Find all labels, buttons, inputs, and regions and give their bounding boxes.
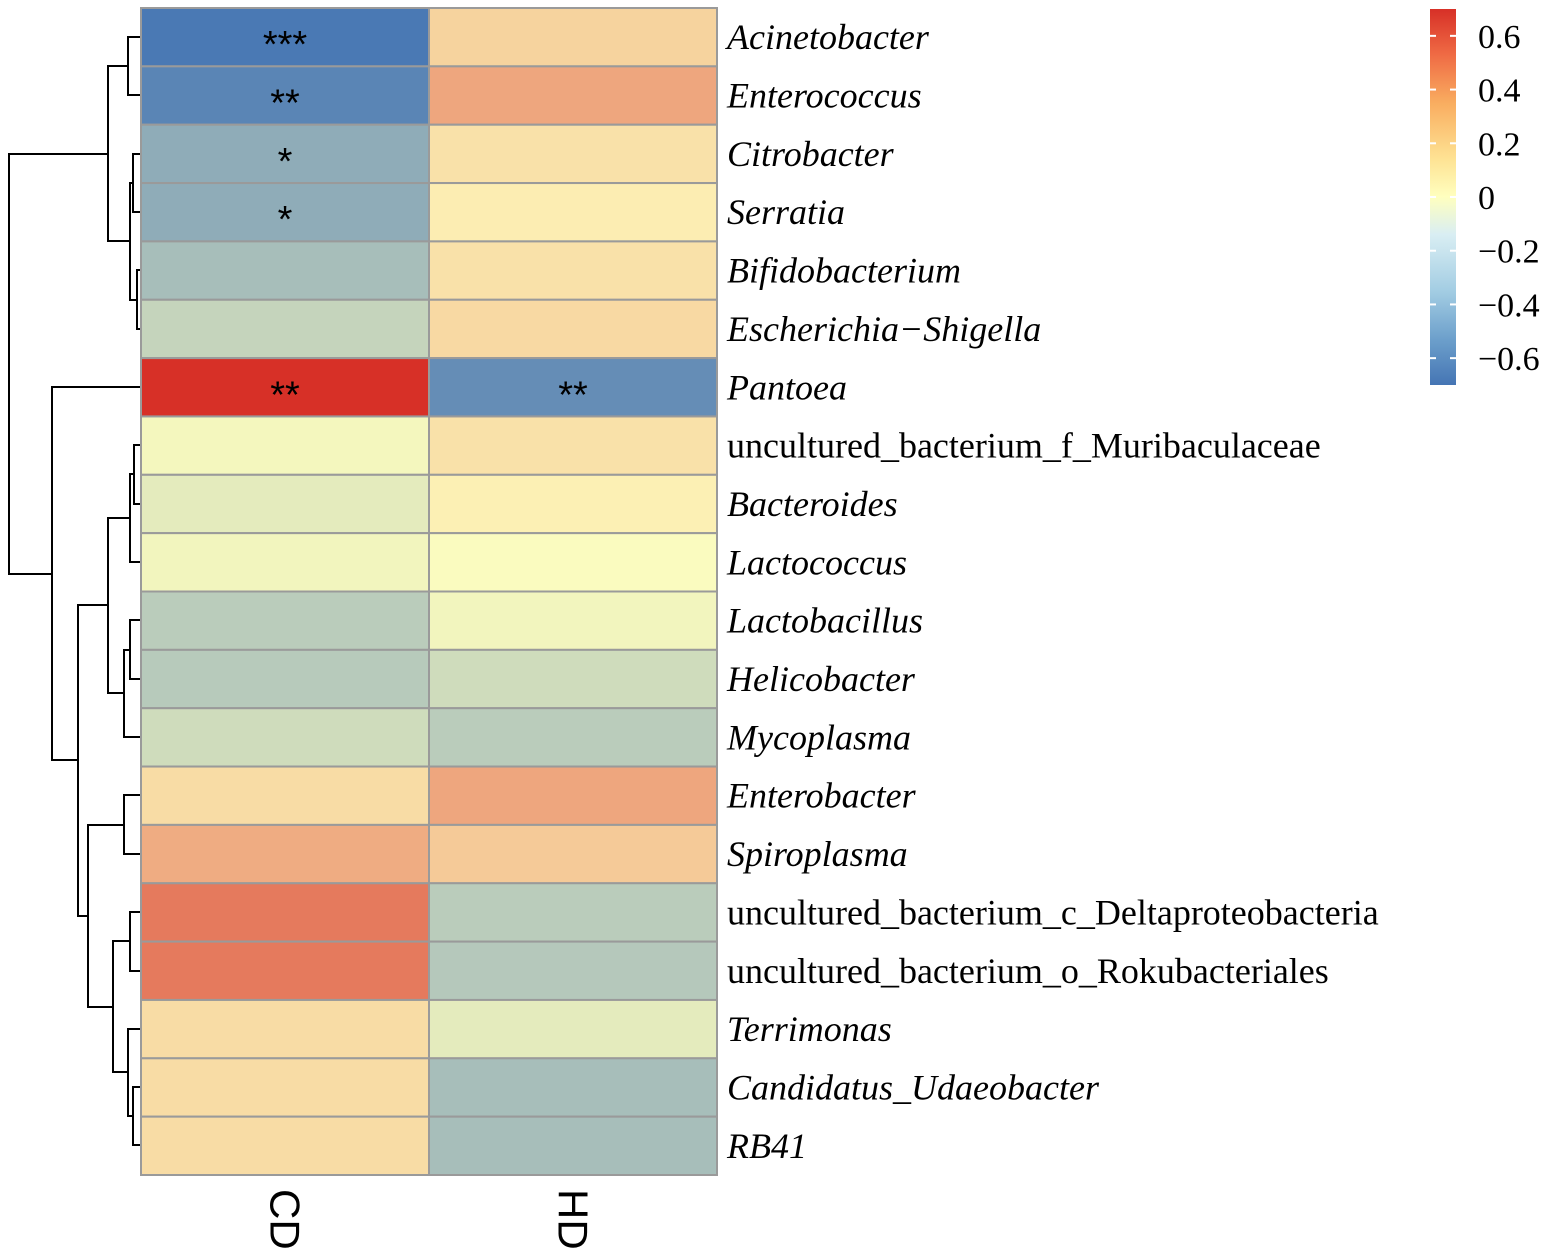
legend-tick-label: −0.4 (1478, 287, 1540, 324)
row-label: uncultured_bacterium_c_Deltaproteobacter… (727, 892, 1379, 932)
row-label: Citrobacter (727, 134, 895, 174)
heatmap-cell (428, 7, 718, 68)
heatmap-cell (428, 357, 718, 418)
legend-tick-label: 0.2 (1478, 126, 1521, 163)
heatmap-cell (140, 648, 430, 710)
color-legend: 0.6 0.4 0.2 0 −0.2 −0.4 −0.6 (1430, 9, 1540, 385)
row-dendrogram (8, 36, 141, 1146)
heatmap-cell (140, 123, 430, 185)
legend-tick-label: 0.6 (1478, 19, 1521, 56)
heatmap-cell (140, 882, 430, 943)
row-label: Bacteroides (727, 484, 898, 524)
row-label: Enterobacter (726, 776, 917, 816)
heatmap-cell (428, 1115, 718, 1177)
heatmap-cell (140, 590, 430, 651)
heatmap-cell (140, 765, 430, 826)
significance-mark: ** (270, 83, 300, 125)
heatmap-cell (428, 823, 718, 885)
heatmap-cell (428, 123, 718, 185)
heatmap-cell (140, 998, 430, 1060)
row-label: uncultured_bacterium_f_Muribaculaceae (727, 426, 1321, 466)
significance-mark: * (278, 141, 293, 183)
heatmap-cell (428, 998, 718, 1060)
column-label: CD (262, 1189, 309, 1250)
heatmap-cell (428, 415, 718, 476)
significance-mark: * (278, 199, 293, 241)
significance-mark: ** (558, 374, 588, 416)
legend-tick-label: −0.2 (1478, 234, 1540, 271)
row-label: Serratia (727, 192, 845, 232)
heatmap-cell (428, 940, 718, 1001)
row-label: Bifidobacterium (727, 251, 961, 291)
heatmap-cell (140, 1057, 430, 1118)
row-label: Helicobacter (726, 659, 916, 699)
heatmap-cell (428, 532, 718, 593)
row-label: Candidatus_Udaeobacter (727, 1067, 1100, 1107)
heatmap-cell (140, 940, 430, 1001)
heatmap-cell (140, 473, 430, 535)
heatmap-cell (140, 1115, 430, 1177)
heatmap-cell (428, 473, 718, 535)
row-label: uncultured_bacterium_o_Rokubacteriales (727, 951, 1329, 991)
heatmap-cell (428, 240, 718, 301)
heatmap-cell (140, 7, 430, 68)
heatmap-cell (428, 648, 718, 710)
column-label: HD (550, 1189, 597, 1250)
heatmap-cell (428, 707, 718, 768)
row-label: Pantoea (726, 367, 847, 407)
row-label: Escherichia−Shigella (726, 309, 1041, 349)
heatmap-cell (428, 65, 718, 126)
heatmap-cell (140, 532, 430, 593)
row-label: Acinetobacter (725, 17, 930, 57)
heatmap-cell (140, 415, 430, 476)
heatmap-cell (428, 765, 718, 826)
row-label: Spiroplasma (727, 834, 908, 874)
significance-mark: *** (263, 24, 308, 66)
row-label: Enterococcus (726, 76, 922, 116)
legend-tick-label: −0.6 (1478, 341, 1540, 378)
heatmap-cell (140, 823, 430, 885)
row-label: Lactococcus (726, 542, 907, 582)
heatmap-cell (140, 298, 430, 360)
heatmap-cell (428, 1057, 718, 1118)
significance-mark: ** (270, 374, 300, 416)
legend-tick-label: 0.4 (1478, 73, 1521, 110)
heatmap-cell (140, 707, 430, 768)
heatmap-cell (140, 65, 430, 126)
heatmap-cell (428, 182, 718, 243)
heatmap-cell (140, 240, 430, 301)
row-label: Lactobacillus (726, 601, 923, 641)
row-label: Terrimonas (727, 1009, 892, 1049)
heatmap-cell (428, 590, 718, 651)
heatmap-cell (428, 882, 718, 943)
row-label: Mycoplasma (726, 717, 911, 757)
heatmap-cell (428, 298, 718, 360)
row-label: RB41 (726, 1126, 807, 1166)
dendrogram-branches (8, 36, 141, 1146)
legend-tick-label: 0 (1478, 180, 1495, 217)
